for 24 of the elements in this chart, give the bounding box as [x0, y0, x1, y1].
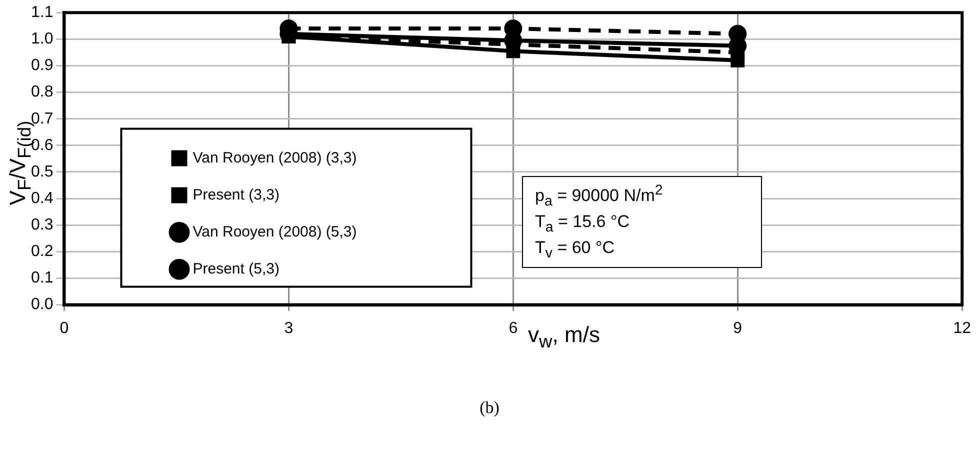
text: (b) [478, 398, 500, 418]
y-tick-label: 1.0 [30, 30, 54, 48]
y-tick-label: 0.8 [30, 84, 54, 101]
y-tick-label: 1.1 [30, 4, 54, 22]
x-tick-label: 3 [284, 320, 294, 337]
legend-label: Van Rooyen (2008) (5,3) [192, 223, 357, 240]
annotation: T$_{a}$ = 15.6 °C [535, 211, 631, 236]
legend-label: Present (3,3) [192, 186, 280, 204]
text-box: p$_{a}$ = 90000 N/m$^{2}$ T$_{a}$ = 15.6 °C T$_{v}$ = 60 °C [522, 176, 762, 268]
y-tick-label: 0.9 [30, 57, 54, 74]
x-tick-label: 6 [508, 320, 518, 337]
x-tick-label: 0 [60, 320, 69, 337]
x-axis-title: v$_{w}$, m/s [528, 322, 600, 352]
y-tick-label: 0.3 [30, 216, 54, 234]
annotation: T$_{v}$ = 60 °C [535, 237, 616, 262]
legend-label: Present (5,3) [192, 260, 280, 278]
y-tick-label: 0.5 [30, 163, 54, 180]
legend-label: Van Rooyen (2008) (3,3) [192, 149, 357, 166]
x-tick-label: 12 [953, 320, 972, 337]
x-tick-label: 9 [733, 320, 742, 337]
y-tick-label: 0.2 [30, 243, 54, 260]
y-tick-label: 0.0 [30, 296, 54, 314]
annotation: p$_{a}$ = 90000 N/m$^{2}$ [535, 182, 664, 210]
y-tick-label: 0.1 [30, 270, 54, 287]
